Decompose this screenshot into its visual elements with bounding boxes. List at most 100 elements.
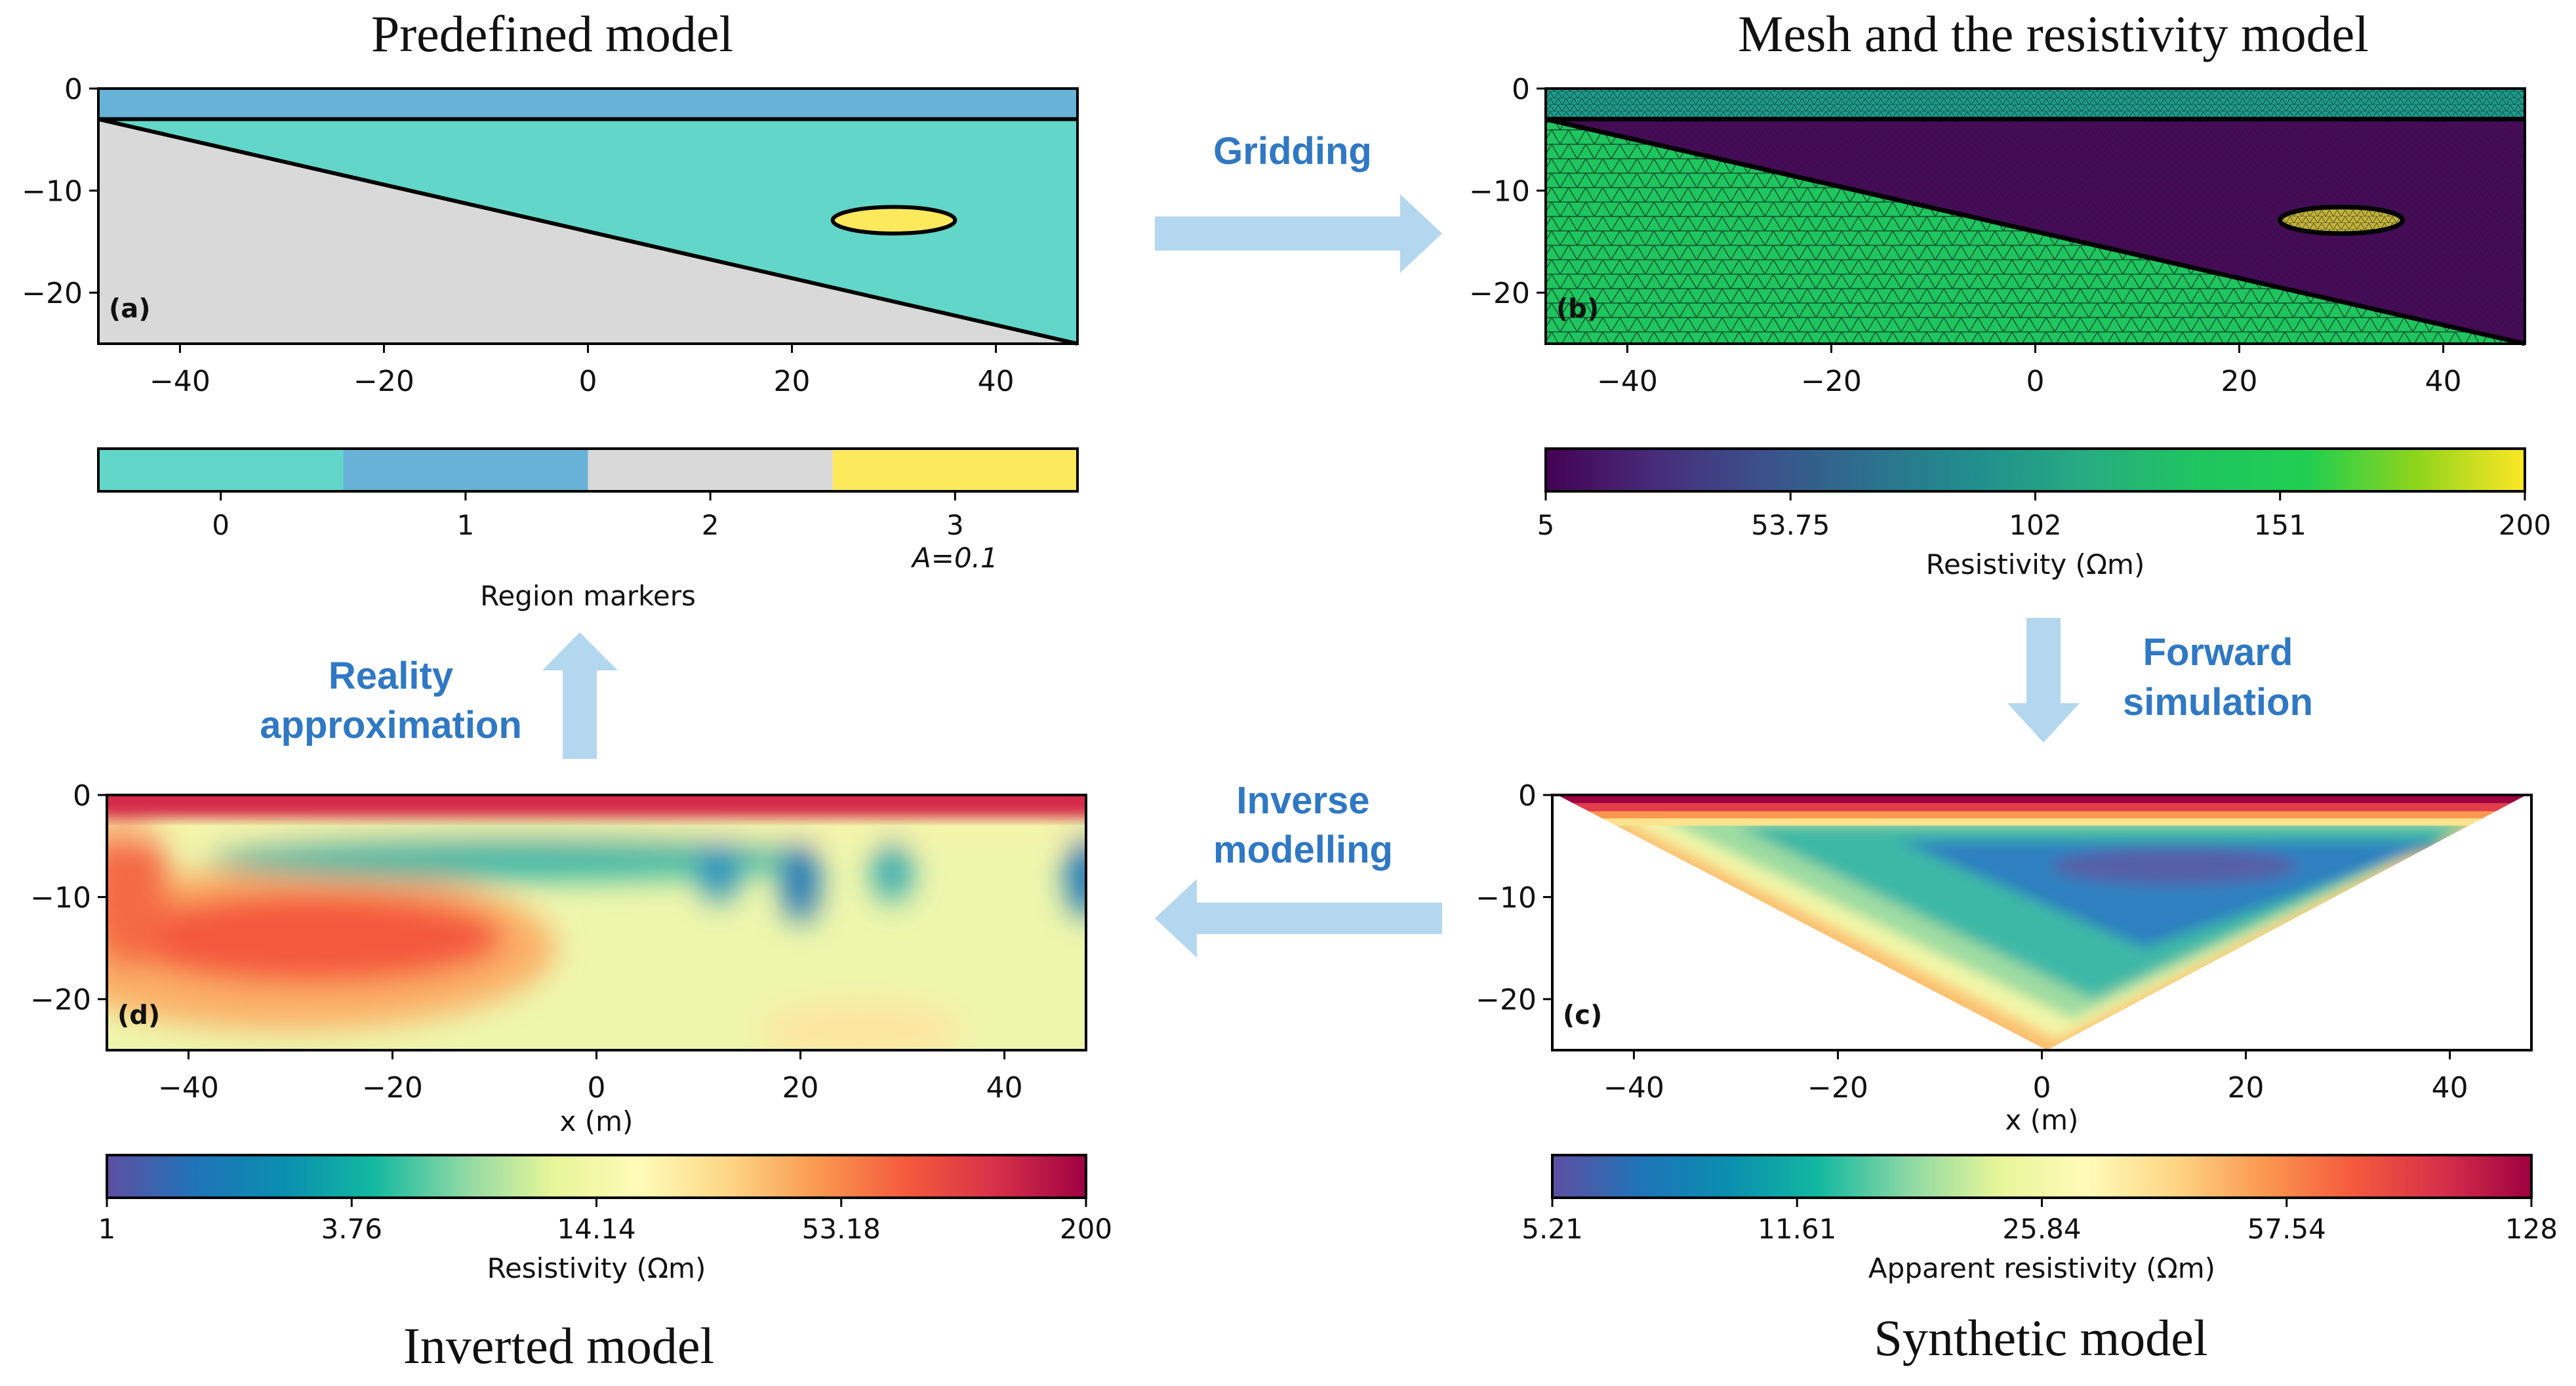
conductive-band [209, 836, 821, 881]
colorbar-label: Apparent resistivity (Ωm) [1868, 1252, 2215, 1284]
shallow-band [1557, 811, 2527, 819]
title-synthetic-model: Synthetic model [1874, 1309, 2207, 1366]
bottom-anomaly [759, 999, 964, 1050]
resistive-body [117, 891, 505, 984]
colorbar-b: 5 53.75 102 151 200 Resistivity (Ωm) [1537, 447, 2551, 581]
colorbar-segment [98, 449, 344, 491]
y-tick-label: 0 [64, 73, 83, 106]
colorbar-tick-label: 3 [946, 509, 964, 541]
x-tick-label: 40 [978, 365, 1015, 398]
x-tick-label: 20 [774, 365, 811, 398]
colorbar-d: 1 3.76 14.14 53.18 200 Resistivity (Ωm) [98, 1154, 1112, 1284]
boundary-line [98, 117, 1078, 346]
x-tick-label: −40 [158, 1071, 219, 1105]
x-tick-label: 0 [579, 365, 597, 398]
x-tick-label: 0 [2033, 1071, 2051, 1105]
colorbar-label: Resistivity (Ωm) [487, 1252, 706, 1284]
colorbar-tick-label: 128 [2505, 1213, 2558, 1245]
colorbar-frame [1551, 1154, 2533, 1199]
colorbar-gradient [1552, 1155, 2531, 1198]
colorbar-tick-label: 0 [212, 509, 230, 541]
shallow-band [1557, 803, 2527, 811]
colorbar-segment [343, 449, 588, 491]
colorbar-c: 5.21 11.61 25.84 57.54 128 Apparent resistivi… [1521, 1154, 2558, 1284]
colorbar-tick-label: 200 [1060, 1213, 1112, 1245]
x-tick-label: −40 [1597, 365, 1658, 398]
panel-label: (c) [1563, 1000, 1602, 1030]
conductive-spot [698, 841, 740, 903]
title-predefined-model: Predefined model [371, 5, 733, 62]
y-tick-label: −20 [1469, 277, 1530, 310]
reality-approximation-step: Reality approximation [260, 632, 618, 759]
resistive-edge [107, 805, 169, 969]
modelling-label: modelling [1213, 828, 1393, 871]
title-mesh-resistivity-model: Mesh and the resistivity model [1738, 5, 2369, 62]
panel-a-plot [98, 89, 1078, 346]
panel-d-axes: (d) −40 −20 0 20 40 0 −10 −20 x (m) [30, 779, 1087, 1137]
x-tick-label: 40 [2432, 1071, 2468, 1105]
boundary-line [1545, 117, 2526, 346]
y-tick-label: −20 [30, 983, 91, 1017]
panel-b-plot [1545, 89, 2526, 346]
x-tick-label: −20 [353, 365, 414, 398]
panel-label: (d) [117, 1000, 160, 1030]
colorbar-tick-label: 14.14 [557, 1213, 635, 1245]
x-tick-label: 20 [2221, 365, 2258, 398]
colorbar-tick-label: 5.21 [1521, 1213, 1583, 1245]
anomaly-ellipse [830, 205, 957, 235]
layer-region-1 [98, 89, 1077, 119]
shallow-band [1557, 795, 2527, 804]
near-surface-layer [107, 795, 1086, 818]
colorbar-tick-label: 1 [457, 509, 475, 541]
x-tick-label: −40 [150, 365, 211, 398]
y-tick-label: −20 [22, 277, 83, 310]
y-tick-label: −10 [22, 175, 83, 209]
panel-label: (b) [1556, 294, 1599, 324]
conductive-spot [872, 841, 913, 903]
x-tick-label: −20 [362, 1071, 423, 1105]
x-tick-label: −20 [1801, 365, 1862, 398]
colorbar-segment [588, 449, 833, 491]
gridding-label: Gridding [1213, 130, 1372, 173]
x-tick-label: 0 [588, 1071, 606, 1105]
panel-b-axes: (b) −40 −20 0 20 40 0 −10 −20 [1469, 73, 2526, 398]
panel-d-plot [107, 795, 1086, 1050]
colorbar-label: Region markers [480, 580, 696, 612]
resistivity-field [107, 805, 1086, 1050]
colorbar-frame [1544, 447, 2526, 493]
approximation-label: approximation [260, 704, 522, 746]
forward-simulation-step: Forward simulation [2007, 618, 2313, 743]
pseudosection-field [1593, 805, 2511, 1040]
colorbar-tick-label: 151 [2254, 509, 2306, 541]
colorbar-tick-label: 200 [2499, 509, 2551, 541]
x-tick-label: 40 [2425, 365, 2462, 398]
title-inverted-model: Inverted model [403, 1317, 714, 1374]
colorbar-frame [97, 447, 1079, 493]
colorbar-tick-label: 5 [1537, 509, 1555, 541]
arrow-right-icon [1155, 194, 1442, 273]
pseudosection-layer [1899, 841, 2450, 948]
y-tick-label: −10 [1476, 882, 1537, 915]
colorbar-tick-label: 53.18 [802, 1213, 881, 1245]
x-tick-label: 20 [2228, 1071, 2264, 1105]
y-tick-label: −20 [1476, 983, 1537, 1017]
panel-c-plot [1557, 795, 2527, 1050]
colorbar-tick-label: 53.75 [1751, 509, 1830, 541]
shallow-band [1557, 818, 2527, 826]
colorbar-segment [832, 449, 1077, 491]
colorbar-tick-label: 3.76 [321, 1213, 382, 1245]
reality-label: Reality [329, 655, 453, 697]
colorbar-tick-label: 25.84 [2002, 1213, 2081, 1245]
arrow-down-icon [2007, 618, 2080, 743]
y-tick-label: 0 [1518, 779, 1537, 813]
x-tick-label: 0 [2026, 365, 2045, 398]
panel-label: (a) [109, 294, 151, 324]
colorbar-frame [106, 1154, 1087, 1199]
mesh-top [1546, 89, 2525, 119]
inverse-label: Inverse [1236, 779, 1369, 822]
y-tick-label: 0 [1512, 73, 1530, 106]
arrow-left-icon [1155, 879, 1442, 958]
x-tick-label: −40 [1603, 1071, 1664, 1105]
